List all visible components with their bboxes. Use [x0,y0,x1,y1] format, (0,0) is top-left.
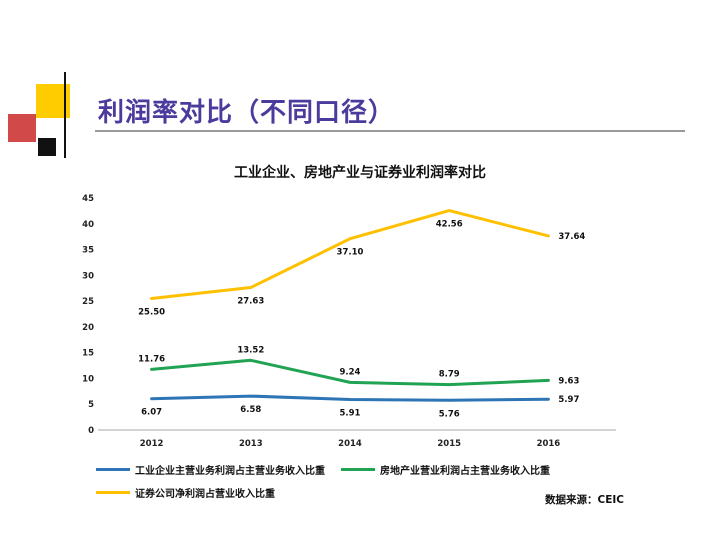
series-line [150,358,550,387]
data-label: 42.56 [436,220,463,230]
data-label: 37.64 [558,232,585,242]
data-label: 11.76 [138,354,165,364]
legend-item: 工业企业主营业务利润占主营业务收入比重 [96,462,325,477]
y-tick-label: 25 [82,297,94,307]
data-label: 9.63 [558,376,579,386]
data-label: 27.63 [237,297,264,307]
data-label: 9.24 [340,367,361,377]
y-tick-label: 15 [82,349,94,359]
legend-swatch [341,468,375,471]
x-tick-label: 2016 [537,439,561,449]
legend-label: 房地产业营业利润占主营业务收入比重 [380,466,550,477]
y-tick-label: 35 [82,246,94,256]
decor-red-square [8,114,36,142]
data-label: 37.10 [337,248,364,258]
data-label: 6.07 [141,408,162,418]
legend-label: 工业企业主营业务利润占主营业务收入比重 [135,466,325,477]
data-label: 25.50 [138,308,165,318]
y-tick-label: 5 [88,400,94,410]
decor-black-square [38,138,56,156]
data-label: 5.91 [340,409,361,419]
data-label: 5.97 [558,395,579,405]
legend-item: 证券公司净利润占营业收入比重 [96,485,275,500]
x-tick-label: 2012 [140,439,164,449]
slide-title: 利润率对比（不同口径） [98,98,396,127]
legend-swatch [96,491,130,494]
chart-legend: 工业企业主营业务利润占主营业务收入比重 房地产业营业利润占主营业务收入比重证券公司… [96,462,656,508]
legend-swatch [96,468,130,471]
x-tick-label: 2015 [437,439,461,449]
data-label: 8.79 [439,370,460,380]
line-chart-svg: 0 5 10 15 20 25 30 35 40 45 2012 2013 2014 2015 2016 6.… [82,194,616,449]
data-source-label: 数据来源：CEIC [545,494,624,506]
y-tick-label: 20 [82,323,94,333]
x-tick-label: 2014 [338,439,362,449]
legend-item: 房地产业营业利润占主营业务收入比重 [341,462,550,477]
data-label: 6.58 [240,405,261,415]
series-line [150,394,550,402]
data-label: 13.52 [237,345,264,355]
y-tick-label: 30 [82,271,94,281]
y-tick-label: 0 [88,426,94,436]
series-line [150,209,550,301]
data-label: 5.76 [439,409,460,419]
title-divider-line [95,130,685,132]
chart-title: 工业企业、房地产业与证券业利润率对比 [234,166,486,181]
decor-vertical-line [64,72,66,158]
legend-label: 证券公司净利润占营业收入比重 [135,489,275,500]
x-tick-label: 2013 [239,439,263,449]
y-tick-label: 40 [82,220,94,230]
y-tick-label: 45 [82,194,94,204]
y-tick-label: 10 [82,374,94,384]
